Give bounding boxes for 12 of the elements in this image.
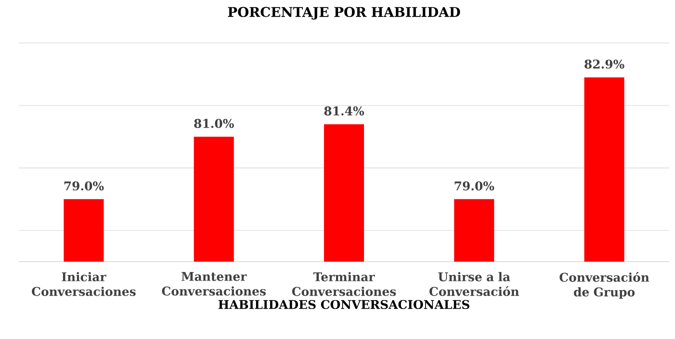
data-label: 81.4% xyxy=(324,106,364,116)
x-axis-title: HABILIDADES CONVERSACIONALES xyxy=(218,300,470,310)
data-label: 82.9% xyxy=(584,60,624,69)
x-tick-label: Terminar Conversaciones xyxy=(292,272,396,296)
data-label: 79.0% xyxy=(454,181,494,190)
x-tick-label: Mantener Conversaciones xyxy=(162,272,266,296)
data-label: 81.0% xyxy=(194,118,234,128)
chart-title: PORCENTAJE POR HABILIDAD xyxy=(228,6,460,20)
x-tick-label: Unirse a la Conversación xyxy=(429,272,520,296)
x-tick-label: Conversación de Grupo xyxy=(560,272,650,299)
data-label: 79.0% xyxy=(64,181,104,190)
x-tick-label: Iniciar Conversaciones xyxy=(32,272,136,296)
